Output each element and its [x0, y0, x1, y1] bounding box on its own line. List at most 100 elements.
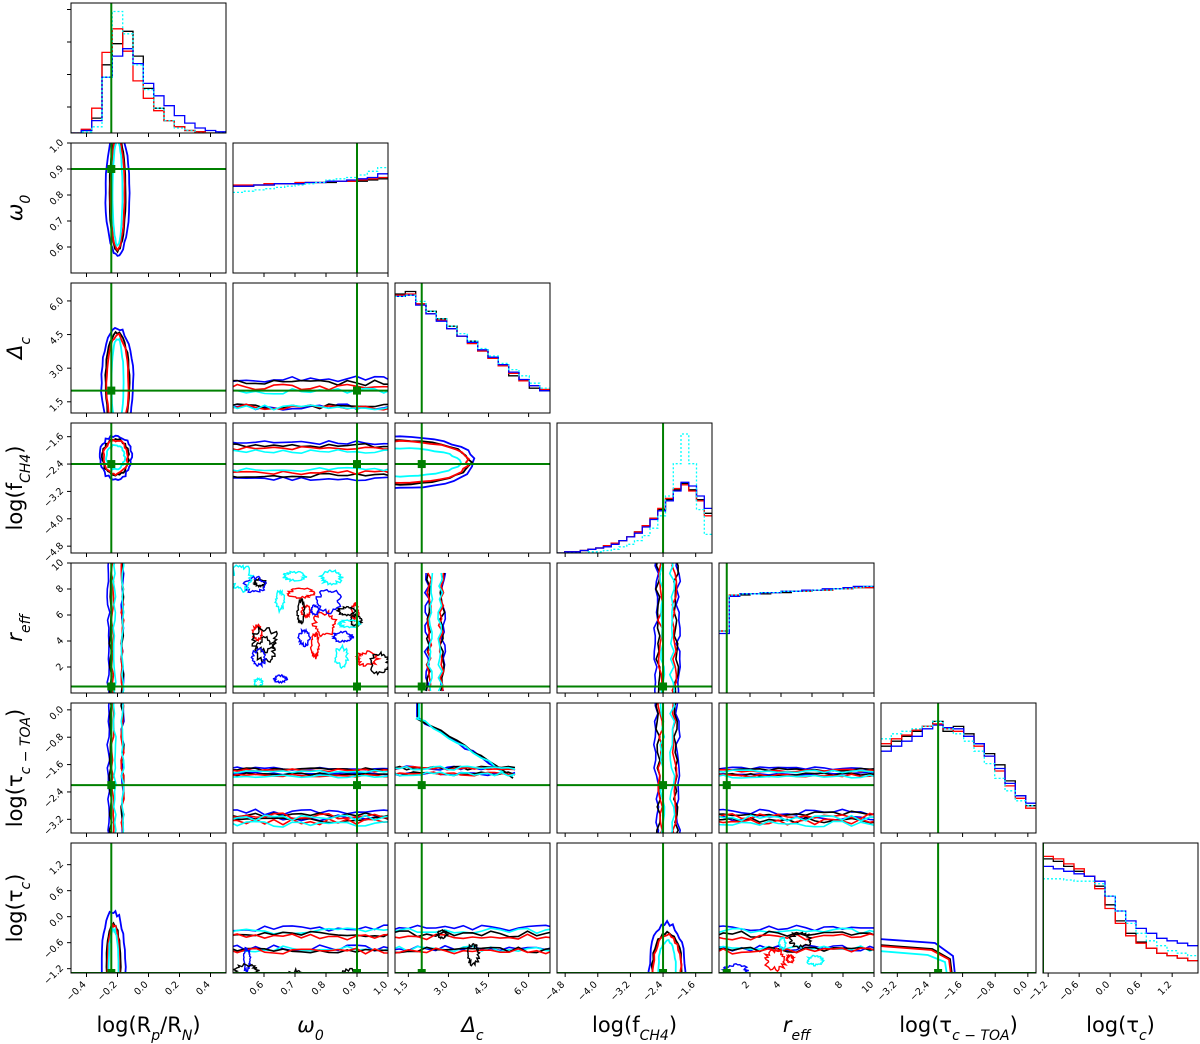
contour-series-3-right: [669, 703, 676, 833]
panel-frame: [718, 562, 875, 694]
x-tick-label: −0.6: [1057, 979, 1081, 1003]
label-text: r: [783, 1013, 793, 1037]
histogram-series-1: [395, 293, 550, 391]
contour-series-3-right: [120, 703, 125, 833]
contour-series-1-ring: [336, 605, 358, 617]
x-tick-label: 1.0: [372, 979, 390, 997]
contour-lower-3-lower: [233, 820, 388, 828]
x-axis-label-omega0: ω0: [297, 1013, 324, 1044]
x-axis-label-logRpRN: log(Rp/RN): [96, 1013, 200, 1044]
contour-series-3: [105, 444, 127, 471]
panel-frame: [880, 842, 1037, 974]
contour-series-2-right: [671, 563, 678, 693]
contour-noise-2-ring: [429, 1009, 449, 1023]
contour-series-0-ring: [354, 650, 382, 667]
panel-frame: [1042, 842, 1199, 974]
contour-noise-1-ring: [347, 1039, 364, 1044]
contour-series-0: [100, 326, 135, 413]
contour-series-3-ring: [233, 564, 255, 594]
panel-delta_c-vs-omega0: [232, 282, 389, 417]
contour-noise-3-ring: [842, 998, 854, 1005]
contour-upper-1-upper: [233, 767, 388, 772]
x-axis-labels: log(Rp/RN) ω0 Δc log(fCH4) reff log(τc − TOA)…: [96, 1013, 1154, 1044]
contour-series-3-ring: [334, 643, 350, 670]
truth-marker: [722, 781, 731, 790]
x-tick-label: 0.7: [279, 979, 297, 997]
truth-marker: [659, 781, 668, 790]
panel-frame: [232, 842, 389, 974]
contour-noise-2-ring: [273, 999, 289, 1008]
label-text: /R: [160, 1013, 182, 1037]
panel-content: [881, 703, 1036, 833]
contour-upper-3-lower: [233, 774, 388, 779]
panel-logtauTOA-vs-logtauTOA: [880, 702, 1037, 837]
panel-frame: [232, 702, 389, 834]
x-axis-label-delta_c: Δc: [459, 1013, 483, 1044]
contour-noise-0-ring: [242, 946, 252, 973]
contour-noise-2-ring: [763, 947, 788, 973]
contour-upper-3-upper: [719, 769, 874, 774]
label-subscript: c: [476, 1028, 484, 1044]
contour-noise-1-ring: [777, 936, 787, 952]
label-text: ): [669, 1013, 677, 1037]
panel-frame: [70, 2, 227, 134]
label-text: log(τ: [1086, 1013, 1139, 1037]
label-text: ω: [3, 204, 27, 222]
contour-band-3-upper: [395, 765, 516, 771]
panel-content: [719, 563, 874, 693]
label-text: log(τ: [3, 890, 27, 943]
panel-content: [233, 283, 388, 413]
x-tick-label: −3.2: [875, 979, 899, 1003]
panel-content: [719, 703, 874, 833]
panel-logtauc-vs-logtauTOA: −3.2 −2.4 −1.6 −0.8 0.0: [875, 842, 1037, 1003]
x-tick-label: 0.2: [163, 979, 181, 997]
contour-series-3-left: [426, 572, 434, 692]
contour-series-3-ring: [274, 588, 286, 615]
panel-content: [233, 703, 388, 833]
contour-series-3-lower: [719, 947, 874, 955]
panel-logtauTOA-vs-r_eff: [718, 702, 875, 837]
contour-series-0: [104, 143, 131, 257]
histogram-series-0: [557, 482, 712, 553]
panel-content: [395, 703, 550, 833]
truth-marker: [353, 460, 361, 469]
contour-series-2-ring: [242, 574, 267, 594]
panel-frame: [70, 422, 227, 554]
x-tick-label: −2.4: [908, 979, 932, 1003]
panel-logtauc-vs-logRpRN: −0.4 −0.2 0.0 0.2 0.4 −1.2−0.6 0.0 0.6 1.2: [42, 842, 227, 1003]
x-tick-label: 6: [802, 979, 814, 991]
histogram-series-1: [881, 723, 1036, 809]
contour-series-0-ring: [309, 631, 321, 660]
contour-series-2-right: [671, 703, 678, 833]
x-tick-label: −1.6: [941, 979, 965, 1003]
panel-frame: [394, 562, 551, 694]
panel-frame: [70, 282, 227, 414]
label-text: ): [3, 709, 27, 717]
contour-series-2-lower: [233, 469, 388, 476]
panel-frame: [556, 842, 713, 974]
contour-lower-3-upper: [233, 814, 388, 822]
contour-noise-3-ring: [466, 942, 481, 968]
x-tick-label: 4: [771, 979, 783, 991]
y-tick-label: 0.0: [48, 704, 66, 722]
x-tick-label: 10: [860, 979, 876, 995]
panel-content: [719, 843, 874, 1005]
truth-marker: [353, 781, 361, 790]
y-axis-label-logtauTOA: log(τc − TOA): [3, 709, 34, 828]
panel-frame: [394, 842, 551, 974]
label-subscript: c − TOA: [952, 1028, 1009, 1044]
contour-noise-2-ring: [436, 1027, 456, 1035]
panel-r_eff-vs-r_eff: [718, 562, 875, 697]
contour-noise-2-ring: [266, 1020, 289, 1038]
panel-logtauTOA-vs-logRpRN: −3.2 −2.4 −1.6 −0.8 0.0: [42, 702, 227, 838]
x-tick-label: −0.4: [65, 979, 89, 1003]
contour-series-1: [395, 439, 474, 486]
panel-content: [233, 143, 388, 273]
label-subscript: eff: [18, 612, 34, 633]
contour-lower-3-lower: [719, 820, 874, 828]
contour-noise-0-ring: [519, 1020, 533, 1043]
contour-series-3-ring: [282, 570, 308, 583]
label-subscript: c: [1139, 1028, 1147, 1044]
panel-frame: [394, 422, 551, 554]
